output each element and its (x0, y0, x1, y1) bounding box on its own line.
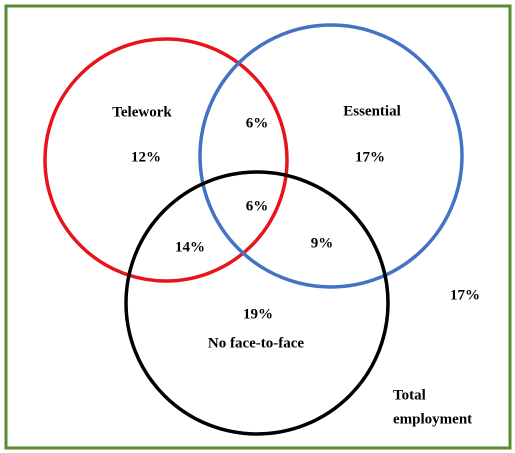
region-label: 17% (450, 287, 480, 303)
set-label: No face-to-face (208, 335, 305, 351)
telework-circle (43, 37, 289, 283)
region-label: 14% (175, 239, 205, 255)
set-label: Telework (112, 104, 172, 120)
universe-label: employment (393, 411, 472, 427)
set-label: Essential (343, 103, 401, 119)
region-label: 19% (243, 306, 273, 322)
region-label: 12% (131, 149, 161, 165)
essential-circle (198, 23, 464, 289)
no-face-circle (124, 170, 390, 436)
region-label: 17% (355, 149, 385, 165)
region-label: 6% (246, 115, 269, 131)
region-label: 6% (246, 198, 269, 214)
universe-label: Total (393, 387, 426, 403)
region-label: 9% (311, 235, 334, 251)
